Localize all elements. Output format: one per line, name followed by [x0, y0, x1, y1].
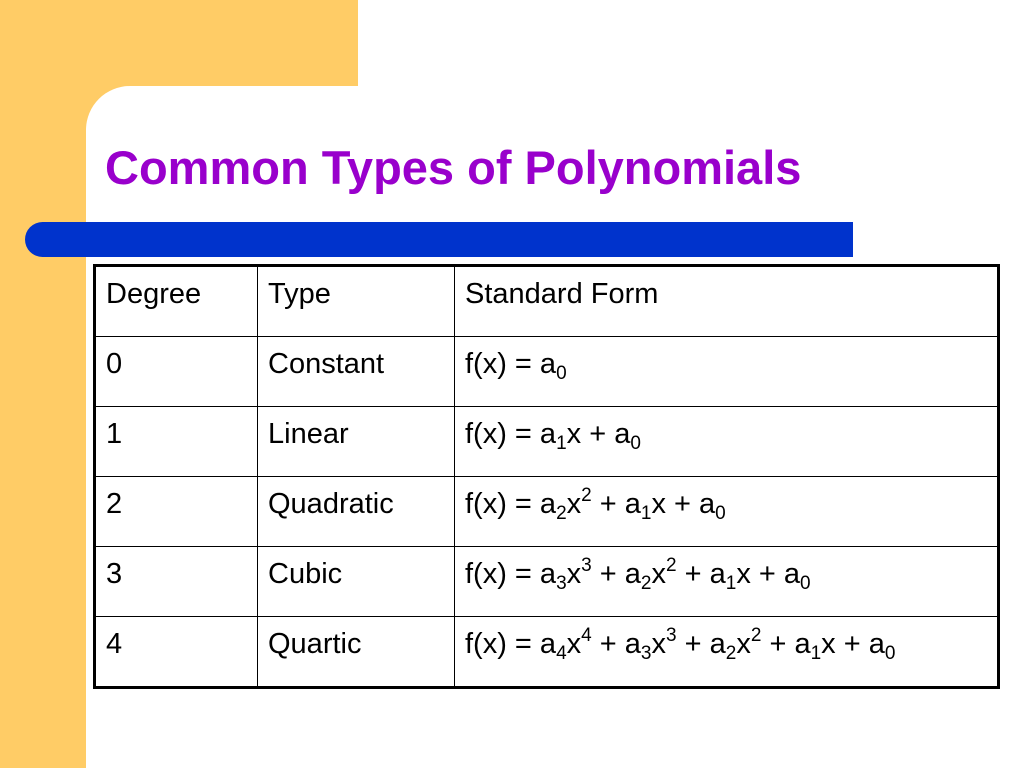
subscript: 2: [556, 503, 567, 524]
slide-title: Common Types of Polynomials: [105, 141, 802, 194]
formula-text: f(x) = a: [465, 628, 557, 660]
formula-text: x: [566, 488, 582, 520]
formula-text: x: [566, 628, 582, 660]
subscript: 1: [810, 643, 822, 664]
subscript: 1: [725, 573, 737, 594]
formula-text: f(x) = a: [465, 488, 557, 520]
table-row: 1 Linear f(x) = a1x + a0: [94, 406, 999, 477]
decor-orange-left: [0, 0, 86, 768]
formula-text: x: [651, 628, 666, 660]
standard-form-cell: f(x) = a1x + a0: [454, 406, 999, 477]
subscript: 1: [556, 433, 567, 454]
subscript: 2: [640, 573, 652, 594]
header-degree: Degree: [94, 265, 258, 337]
formula-text: x: [566, 558, 582, 590]
table-row: 4 Quartic f(x) = a4x4 + a3x3 + a2x2 + a1x …: [94, 616, 999, 688]
subscript: 3: [640, 643, 652, 664]
type-cell: Quartic: [257, 616, 455, 688]
table-row: 0 Constant f(x) = a0: [94, 336, 999, 407]
formula-text: + a: [676, 628, 726, 660]
formula-text: f(x) = a: [465, 418, 557, 450]
subscript: 4: [556, 643, 567, 664]
formula-text: + a: [591, 488, 641, 520]
formula-text: x + a: [566, 418, 631, 450]
superscript: 2: [750, 625, 762, 646]
type-cell: Quadratic: [257, 476, 455, 547]
title-underline-bar: [25, 222, 853, 257]
formula-text: + a: [591, 558, 641, 590]
degree-cell: 4: [94, 616, 258, 688]
formula-text: x + a: [821, 628, 885, 660]
header-type: Type: [257, 265, 455, 337]
subscript: 0: [715, 503, 726, 524]
formula-text: f(x) = a: [465, 558, 557, 590]
standard-form-cell: f(x) = a3x3 + a2x2 + a1x + a0: [454, 546, 999, 617]
subscript: 1: [640, 503, 652, 524]
superscript: 2: [581, 485, 592, 506]
subscript: 0: [556, 363, 567, 384]
type-cell: Cubic: [257, 546, 455, 617]
formula-text: + a: [761, 628, 811, 660]
degree-cell: 2: [94, 476, 258, 547]
degree-cell: 0: [94, 336, 258, 407]
decor-orange-top: [0, 0, 358, 86]
formula-text: + a: [676, 558, 726, 590]
subscript: 0: [884, 643, 896, 664]
formula-text: x + a: [651, 488, 716, 520]
superscript: 3: [665, 625, 677, 646]
superscript: 3: [581, 555, 592, 576]
formula-text: x: [651, 558, 666, 590]
standard-form-cell: f(x) = a4x4 + a3x3 + a2x2 + a1x + a0: [454, 616, 999, 688]
standard-form-cell: f(x) = a0: [454, 336, 999, 407]
standard-form-cell: f(x) = a2x2 + a1x + a0: [454, 476, 999, 547]
table-row: 2 Quadratic f(x) = a2x2 + a1x + a0: [94, 476, 999, 547]
subscript: 2: [725, 643, 737, 664]
polynomial-table: Degree Type Standard Form 0 Constant f(x) …: [93, 264, 1000, 689]
table-header-row: Degree Type Standard Form: [94, 265, 999, 337]
degree-cell: 1: [94, 406, 258, 477]
subscript: 3: [556, 573, 567, 594]
subscript: 0: [630, 433, 641, 454]
subscript: 0: [800, 573, 811, 594]
degree-cell: 3: [94, 546, 258, 617]
superscript: 2: [665, 555, 677, 576]
superscript: 4: [581, 625, 592, 646]
formula-text: x: [736, 628, 751, 660]
type-cell: Constant: [257, 336, 455, 407]
header-standard-form: Standard Form: [454, 265, 999, 337]
formula-text: + a: [591, 628, 641, 660]
formula-text: x + a: [736, 558, 801, 590]
type-cell: Linear: [257, 406, 455, 477]
table-row: 3 Cubic f(x) = a3x3 + a2x2 + a1x + a0: [94, 546, 999, 617]
formula-text: f(x) = a: [465, 348, 557, 380]
